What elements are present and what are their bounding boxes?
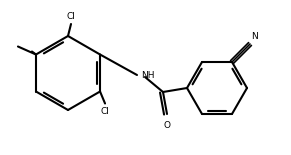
Text: O: O (164, 121, 171, 130)
Text: Cl: Cl (101, 106, 109, 115)
Text: NH: NH (141, 71, 155, 80)
Text: N: N (251, 32, 258, 41)
Text: Cl: Cl (67, 12, 75, 21)
